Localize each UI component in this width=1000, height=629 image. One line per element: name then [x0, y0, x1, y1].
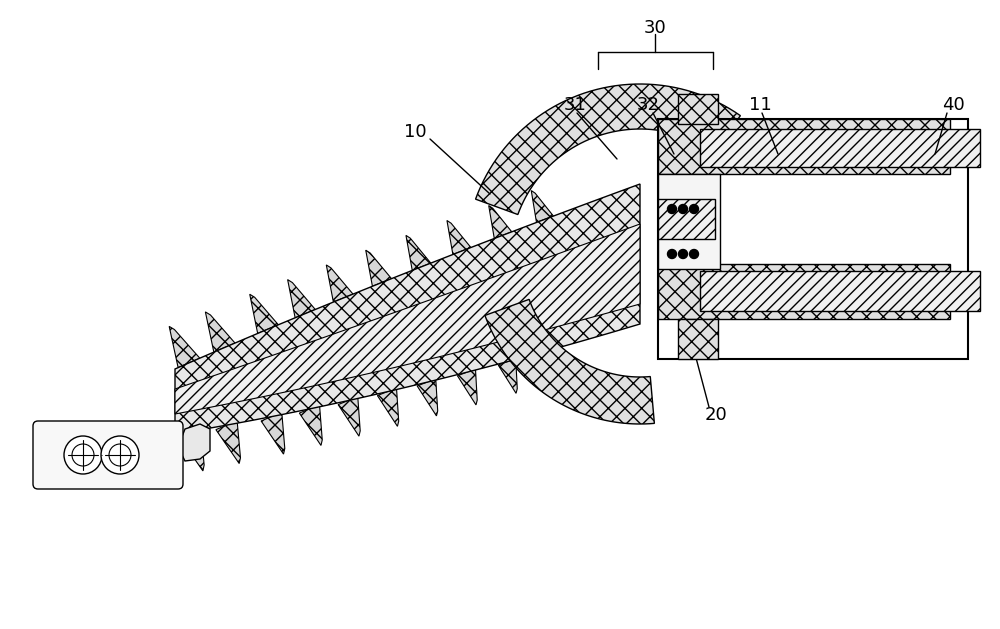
Polygon shape [288, 280, 315, 318]
Polygon shape [406, 235, 431, 270]
Polygon shape [447, 221, 471, 255]
Text: 32: 32 [637, 96, 660, 114]
Text: 10: 10 [404, 123, 426, 141]
Circle shape [668, 250, 676, 259]
Circle shape [72, 444, 94, 466]
Circle shape [109, 444, 131, 466]
Polygon shape [658, 199, 715, 239]
Polygon shape [678, 94, 718, 124]
Polygon shape [179, 427, 204, 471]
Polygon shape [338, 397, 360, 436]
Text: 20: 20 [705, 406, 727, 424]
Polygon shape [531, 191, 553, 223]
Circle shape [678, 204, 688, 213]
Circle shape [678, 250, 688, 259]
Polygon shape [485, 299, 654, 424]
Polygon shape [169, 326, 200, 367]
Polygon shape [700, 129, 980, 167]
Polygon shape [366, 250, 392, 286]
Polygon shape [175, 184, 640, 434]
Circle shape [668, 204, 676, 213]
Polygon shape [250, 294, 278, 333]
Text: 40: 40 [942, 96, 964, 114]
Text: 30: 30 [644, 19, 666, 37]
Polygon shape [216, 421, 240, 464]
Polygon shape [261, 412, 285, 454]
Polygon shape [678, 319, 718, 359]
Polygon shape [700, 271, 980, 311]
Polygon shape [299, 405, 322, 445]
Polygon shape [476, 84, 740, 214]
Polygon shape [658, 264, 950, 319]
Polygon shape [489, 206, 512, 238]
Polygon shape [175, 224, 640, 414]
Circle shape [101, 436, 139, 474]
Polygon shape [457, 369, 477, 405]
Circle shape [64, 436, 102, 474]
Polygon shape [658, 119, 950, 174]
Circle shape [690, 250, 698, 259]
Polygon shape [540, 347, 558, 381]
Polygon shape [658, 174, 720, 269]
Polygon shape [326, 265, 353, 302]
Text: 11: 11 [749, 96, 771, 114]
Polygon shape [417, 379, 438, 416]
Polygon shape [377, 388, 399, 426]
Text: 31: 31 [564, 96, 586, 114]
FancyBboxPatch shape [33, 421, 183, 489]
Polygon shape [498, 359, 517, 393]
Polygon shape [205, 312, 235, 352]
Circle shape [690, 204, 698, 213]
Polygon shape [178, 424, 210, 461]
